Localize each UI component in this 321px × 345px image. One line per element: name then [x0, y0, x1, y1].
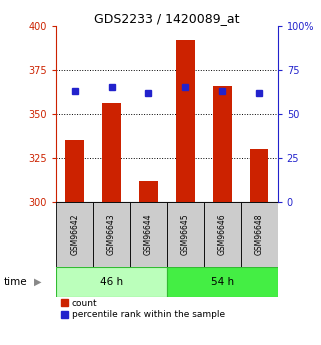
- Text: ▶: ▶: [34, 277, 41, 287]
- Text: GSM96646: GSM96646: [218, 214, 227, 255]
- Text: GSM96644: GSM96644: [144, 214, 153, 255]
- Bar: [167, 202, 204, 267]
- Title: GDS2233 / 1420089_at: GDS2233 / 1420089_at: [94, 12, 240, 25]
- Text: GSM96642: GSM96642: [70, 214, 79, 255]
- Bar: [204, 202, 241, 267]
- Text: 54 h: 54 h: [211, 277, 234, 287]
- Bar: [130, 202, 167, 267]
- Bar: [241, 202, 278, 267]
- Bar: [56, 267, 167, 297]
- Bar: [139, 181, 158, 202]
- Bar: [167, 267, 278, 297]
- Text: GSM96648: GSM96648: [255, 214, 264, 255]
- Text: time: time: [3, 277, 27, 287]
- Bar: [65, 140, 84, 202]
- Bar: [250, 149, 268, 202]
- Text: 46 h: 46 h: [100, 277, 123, 287]
- Legend: count, percentile rank within the sample: count, percentile rank within the sample: [61, 299, 225, 319]
- Bar: [176, 40, 195, 202]
- Text: GSM96643: GSM96643: [107, 214, 116, 255]
- Bar: [93, 202, 130, 267]
- Text: GSM96645: GSM96645: [181, 214, 190, 255]
- Bar: [102, 103, 121, 202]
- Bar: [56, 202, 93, 267]
- Bar: [213, 86, 231, 202]
